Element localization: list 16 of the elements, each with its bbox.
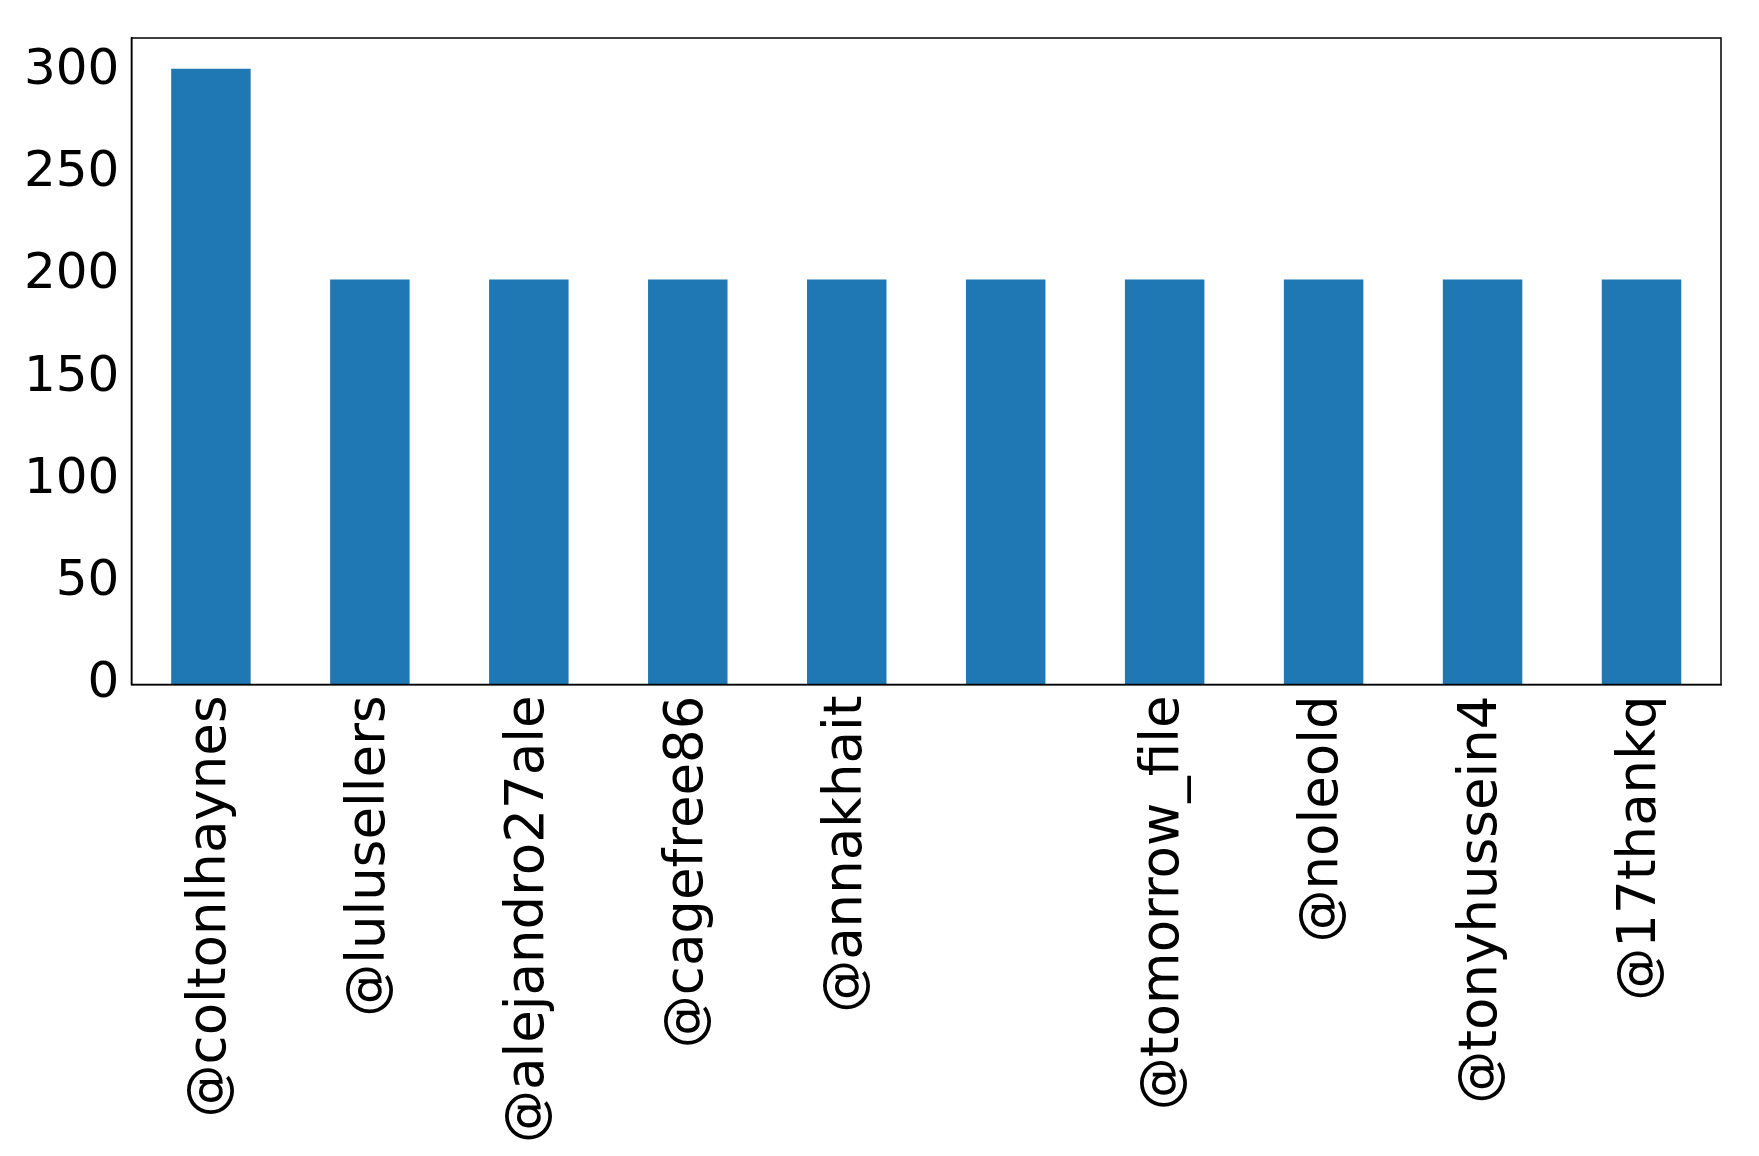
y-tick-label: 100	[24, 446, 120, 505]
x-tick-label: @tomorrow_file	[1129, 695, 1192, 1111]
x-tick-label: @coltonlhaynes	[175, 695, 237, 1118]
x-tick-label: @17thankq	[1606, 695, 1668, 1001]
y-tick-label: 200	[24, 242, 120, 301]
x-tick-label: @cagefree86	[652, 695, 714, 1049]
y-tick-label: 300	[24, 37, 120, 96]
y-tick-label: 50	[55, 549, 120, 608]
x-tick-label: @noleold	[1288, 695, 1350, 943]
x-tick-label: @alejandro27ale	[493, 695, 555, 1144]
y-tick-label: 250	[24, 140, 120, 198]
x-tick-label: @annakhait	[811, 695, 873, 1013]
x-tick-label: @lulusellers	[334, 695, 396, 1017]
x-tick-label: @tonyhussein4	[1447, 695, 1509, 1104]
y-tick-label: 0	[87, 651, 120, 710]
y-tick-label: 150	[24, 344, 120, 403]
